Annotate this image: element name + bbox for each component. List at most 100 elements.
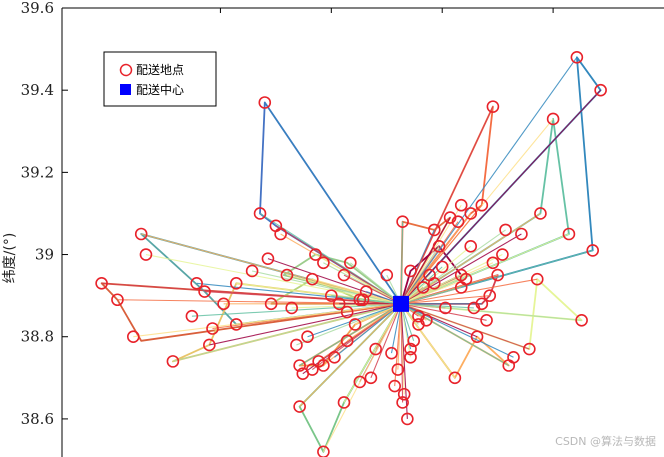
delivery-point-45 [364, 371, 378, 385]
spoke-line-102 [400, 204, 462, 305]
delivery-point-41 [344, 256, 357, 270]
spoke-line-18 [275, 225, 402, 305]
delivery-point-97 [570, 51, 584, 64]
delivery-point-101 [464, 207, 478, 220]
spoke-line-88 [400, 303, 514, 358]
delivery-point-60 [407, 334, 420, 348]
delivery-point-50 [380, 268, 394, 282]
delivery-point-86 [499, 223, 512, 237]
spoke-line-8 [209, 303, 402, 346]
spoke-line-31 [315, 254, 402, 305]
y-tick-label-1: 38.8 [21, 328, 54, 346]
legend-label-center: 配送中心 [136, 82, 184, 97]
delivery-point-15 [253, 207, 267, 220]
y-tick-label-3: 39.2 [21, 163, 54, 181]
spoke-line-41 [349, 262, 402, 305]
spoke-line-36 [343, 274, 402, 305]
delivery-point-2 [134, 227, 148, 241]
delivery-point-89 [515, 227, 528, 241]
delivery-point-30 [306, 272, 319, 286]
delivery-point-102 [454, 198, 468, 212]
delivery-point-48 [317, 445, 330, 457]
delivery-point-67 [423, 268, 436, 282]
spoke-line-82 [400, 295, 490, 305]
spoke-line-14 [251, 270, 402, 305]
watermark-text: CSDN @算法与数据 [555, 435, 656, 448]
spoke-line-1 [117, 299, 402, 305]
delivery-point-80 [470, 330, 484, 344]
delivery-point-65 [420, 313, 433, 327]
delivery-point-47 [293, 400, 306, 413]
delivery-point-52 [404, 342, 417, 356]
spoke-line-34 [334, 303, 402, 358]
delivery-point-94 [562, 227, 576, 241]
delivery-point-23 [290, 338, 303, 352]
delivery-point-21 [280, 268, 294, 282]
legend-square-marker [120, 84, 131, 95]
delivery-point-24 [293, 359, 306, 372]
spoke-line-96 [400, 249, 593, 305]
delivery-point-46 [369, 342, 382, 356]
delivery-point-16 [258, 96, 272, 109]
delivery-point-44 [353, 375, 367, 389]
spoke-line-87 [400, 303, 510, 366]
spoke-line-38 [346, 303, 402, 342]
spoke-line-5 [172, 303, 402, 362]
delivery-point-1 [111, 293, 124, 307]
spoke-line-51 [400, 221, 404, 304]
delivery-point-19 [264, 297, 278, 311]
spoke-line-100 [400, 204, 483, 305]
delivery-point-32 [317, 256, 330, 270]
delivery-point-43 [359, 285, 373, 298]
delivery-point-13 [229, 277, 243, 290]
delivery-point-3 [126, 330, 140, 344]
delivery-point-42 [356, 293, 370, 307]
delivery-point-12 [229, 318, 243, 331]
spoke-line-98 [400, 89, 602, 305]
delivery-point-73 [451, 215, 465, 228]
delivery-point-90 [523, 342, 536, 356]
spoke-line-56 [397, 303, 402, 370]
legend-box [103, 51, 217, 107]
delivery-point-57 [397, 387, 411, 401]
delivery-point-7 [190, 277, 203, 290]
delivery-point-62 [401, 412, 414, 426]
delivery-point-82 [483, 289, 497, 302]
delivery-point-0 [95, 277, 108, 290]
delivery-point-5 [166, 355, 180, 368]
delivery-point-88 [507, 350, 520, 364]
delivery-point-100 [475, 198, 489, 212]
legend-circle-marker [119, 63, 133, 77]
delivery-point-92 [534, 207, 547, 220]
delivery-point-72 [439, 301, 452, 315]
delivery-point-55 [388, 379, 401, 393]
spoke-line-81 [400, 303, 487, 321]
delivery-point-29 [317, 359, 330, 372]
delivery-point-40 [353, 293, 367, 307]
spoke-line-101 [400, 213, 472, 305]
spoke-line-37 [347, 303, 402, 313]
delivery-points [95, 51, 607, 457]
spoke-line-58 [400, 303, 412, 358]
delivery-point-20 [274, 227, 287, 241]
spoke-line-97 [400, 56, 578, 305]
spoke-line-95 [400, 303, 582, 321]
delivery-point-36 [337, 268, 351, 282]
delivery-point-34 [328, 350, 341, 364]
y-tick-label-4: 39.4 [21, 81, 54, 99]
delivery-point-33 [325, 289, 338, 302]
delivery-point-76 [448, 371, 462, 385]
depot-layer [393, 295, 410, 312]
delivery-point-4 [139, 248, 153, 261]
y-tick-label-2: 39 [35, 246, 54, 264]
delivery-point-96 [586, 244, 600, 257]
delivery-point-103 [464, 240, 478, 253]
delivery-point-51 [396, 215, 409, 228]
delivery-point-99 [486, 100, 500, 113]
legend-label-delivery: 配送地点 [136, 62, 184, 77]
spoke-line-25 [307, 303, 402, 338]
delivery-point-68 [432, 240, 446, 253]
spoke-line-23 [296, 303, 402, 346]
delivery-point-84 [486, 256, 500, 270]
